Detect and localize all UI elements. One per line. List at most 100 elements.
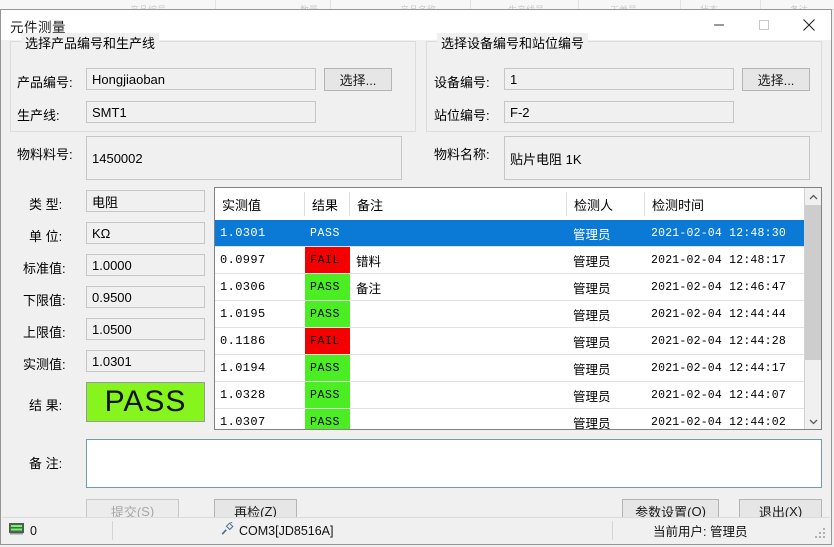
device-code-input[interactable]: 1 [504,68,734,90]
product-code-input[interactable]: Hongjiaoban [86,68,316,90]
result-label: 结 果: [29,398,63,413]
param-input-upper[interactable]: 1.0500 [86,318,205,340]
chevron-up-icon [809,189,818,204]
param-label-5: 实测值: [23,357,66,372]
resize-grip[interactable] [815,528,827,540]
cell-remark [350,220,567,246]
table-row[interactable]: 1.0301 PASS 管理员 2021-02-04 12:48:30 [215,220,821,247]
material-name-label: 物料名称: [434,147,490,162]
table-header-remark[interactable]: 备注 [350,188,567,220]
status-count-segment: 0 [9,518,37,543]
cell-user: 管理员 [573,389,611,404]
result-value-box: PASS [86,382,205,422]
cell-value: 1.0307 [220,415,266,429]
scroll-down-button[interactable] [805,412,821,429]
param-label-4: 上限值: [23,325,66,340]
device-icon [9,523,24,538]
table-header-user[interactable]: 检测人 [567,188,645,220]
status-bar: 0 COM3[JD8516A] 当前用户: 管理员 [2,517,830,543]
cell-result: PASS [305,382,350,408]
bg-cell-6: 备注 [790,4,809,10]
table-header-result[interactable]: 结果 [305,188,350,220]
material-code-label: 物料料号: [17,147,73,162]
table-row[interactable]: 1.0195 PASS 管理员 2021-02-04 12:44:44 [215,301,821,328]
scroll-up-button[interactable] [805,188,821,205]
close-button[interactable] [786,10,831,40]
device-select-button[interactable]: 选择... [742,68,810,91]
cell-time: 2021-02-04 12:44:17 [651,361,786,375]
param-label-3: 下限值: [23,293,66,308]
group-device-title: 选择设备编号和站位编号 [437,33,589,52]
cell-user: 管理员 [573,281,611,296]
cell-time: 2021-02-04 12:48:30 [651,226,786,240]
cell-user: 管理员 [573,227,611,242]
param-label-0: 类 型: [29,197,63,212]
status-user-value: 当前用户: 管理员 [653,525,748,539]
window-controls [696,10,831,40]
table-scrollbar[interactable] [804,188,821,429]
maximize-icon [758,19,770,31]
cell-value: 1.0328 [220,388,266,402]
param-input-standard[interactable]: 1.0000 [86,254,205,276]
status-count-value: 0 [30,523,37,538]
cell-result: FAIL [305,247,350,273]
minimize-icon [713,19,725,31]
bg-cell-4: 工单号 [610,4,638,10]
window-title: 元件测量 [10,20,66,35]
minimize-button[interactable] [696,10,741,40]
cell-remark [350,382,567,408]
scroll-thumb[interactable] [805,205,821,360]
table-header-value[interactable]: 实测值 [215,188,305,220]
measurement-window: 元件测量 [0,9,832,545]
bg-cell-2: 产品名称 [400,4,437,10]
status-port-value: COM3[JD8516A] [239,523,334,538]
group-device: 选择设备编号和站位编号 [426,33,822,132]
table-row[interactable]: 1.0194 PASS 管理员 2021-02-04 12:44:17 [215,355,821,382]
material-code-input[interactable]: 1450002 [86,136,402,180]
product-select-button[interactable]: 选择... [324,68,392,91]
measurement-table[interactable]: 实测值 结果 备注 检测人 检测时间 1.0301 PASS 管理员 2021-… [214,187,822,430]
param-input-lower[interactable]: 0.9500 [86,286,205,308]
cell-remark: 错料 [356,254,382,269]
cell-time: 2021-02-04 12:44:07 [651,388,786,402]
param-input-measured[interactable]: 1.0301 [86,350,205,372]
close-icon [802,18,816,32]
status-port-segment: COM3[JD8516A] [220,518,333,543]
status-user-segment: 当前用户: 管理员 [653,518,747,543]
bg-cell-3: 生产线号 [508,4,545,10]
bg-cell-0: 产品编号 [130,4,167,10]
cell-remark [350,301,567,327]
production-line-label: 生产线: [17,108,60,123]
device-code-label: 设备编号: [434,75,490,90]
product-code-label: 产品编号: [17,75,73,90]
table-row[interactable]: 0.1186 FAIL 管理员 2021-02-04 12:44:28 [215,328,821,355]
cell-user: 管理员 [573,362,611,377]
table-header-time[interactable]: 检测时间 [652,197,705,213]
cell-user: 管理员 [573,416,611,430]
param-label-2: 标准值: [23,261,66,276]
station-code-input[interactable]: F-2 [504,101,734,123]
cell-remark: 备注 [356,281,382,296]
bg-cell-1: 数量 [300,4,319,10]
maximize-button[interactable] [741,10,786,40]
remark-textarea[interactable] [86,439,822,488]
group-product: 选择产品编号和生产线 [10,33,416,132]
cell-time: 2021-02-04 12:44:28 [651,334,786,348]
table-row[interactable]: 0.0997 FAIL 错料 管理员 2021-02-04 12:48:17 [215,247,821,274]
table-row[interactable]: 1.0307 PASS 管理员 2021-02-04 12:44:02 [215,409,821,430]
cell-result: PASS [305,409,350,429]
param-input-type[interactable]: 电阻 [86,190,205,212]
group-product-title: 选择产品编号和生产线 [21,33,160,52]
table-body: 1.0301 PASS 管理员 2021-02-04 12:48:30 0.09… [215,220,821,430]
table-row[interactable]: 1.0328 PASS 管理员 2021-02-04 12:44:07 [215,382,821,409]
table-header-row: 实测值 结果 备注 检测人 检测时间 [215,188,821,221]
cell-value: 1.0194 [220,361,266,375]
table-row[interactable]: 1.0306 PASS 备注 管理员 2021-02-04 12:46:47 [215,274,821,301]
cell-result: PASS [305,355,350,381]
production-line-input[interactable]: SMT1 [86,101,316,123]
cell-value: 1.0306 [220,280,266,294]
cell-user: 管理员 [573,254,611,269]
material-name-input[interactable]: 贴片电阻 1K [504,136,810,180]
station-code-label: 站位编号: [434,108,490,123]
param-input-unit[interactable]: KΩ [86,222,205,244]
